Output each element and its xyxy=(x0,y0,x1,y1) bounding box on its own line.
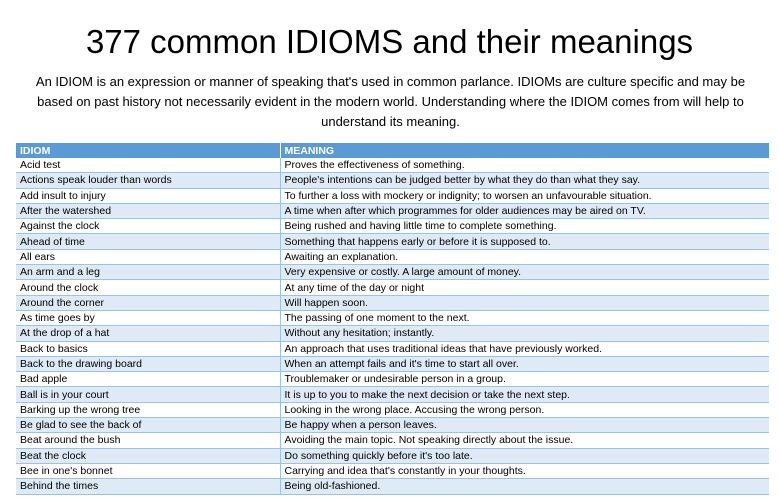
idiom-cell: At the drop of a hat xyxy=(16,325,281,342)
idiom-cell: Beat the clock xyxy=(16,448,281,464)
page-title: 377 common IDIOMS and their meanings xyxy=(85,23,694,60)
table-row: As time goes by The passing of one moment… xyxy=(16,310,769,327)
idiom-cell: Behind the times xyxy=(16,478,281,495)
idiom-cell: After the watershed xyxy=(16,203,281,220)
table-body: Acid test Proves the effectiveness of som… xyxy=(16,158,769,495)
idiom-cell: Bee in one's bonnet xyxy=(16,463,281,480)
table-row: Acid test Proves the effectiveness of som… xyxy=(16,158,769,174)
table-header-row: IDIOM MEANING xyxy=(16,143,770,158)
table-row: Around the corner Will happen soon. xyxy=(16,295,769,311)
idiom-cell: Beat around the bush xyxy=(16,432,281,449)
meaning-cell: Avoiding the main topic. Not speaking di… xyxy=(280,432,769,449)
meaning-cell: Will happen soon. xyxy=(280,295,769,311)
table-row: An arm and a leg Very expensive or costly… xyxy=(16,264,769,281)
table-row: Against the clock Being rushed and having… xyxy=(16,218,769,235)
table-row: Around the clock At any time of the day o… xyxy=(16,279,769,296)
table-row: At the drop of a hat Without any hesitati… xyxy=(16,325,769,342)
table-row: Bee in one's bonnet Carrying and idea tha… xyxy=(16,463,769,480)
idiom-cell: Against the clock xyxy=(16,218,281,235)
meaning-cell: Being old-fashioned. xyxy=(280,478,769,495)
table-row: Ahead of time Something that happens earl… xyxy=(16,233,769,250)
table-row: After the watershed A time when after whi… xyxy=(16,203,769,220)
meaning-cell: Being rushed and having little time to c… xyxy=(280,218,769,235)
meaning-cell: At any time of the day or night xyxy=(280,279,769,296)
idiom-cell: Be glad to see the back of xyxy=(16,417,281,434)
table-row: Bad apple Troublemaker or undesirable per… xyxy=(16,371,769,388)
table-row: Behind the times Being old-fashioned. xyxy=(16,478,769,495)
meaning-cell: People's intentions can be judged better… xyxy=(280,172,769,189)
idiom-cell: Around the clock xyxy=(16,279,281,296)
idiom-cell: As time goes by xyxy=(16,310,281,327)
table-row: Beat the clock Do something quickly befor… xyxy=(16,448,769,464)
meaning-cell: Proves the effectiveness of something. xyxy=(280,158,769,174)
table-row: Ball is in your court It is up to you to … xyxy=(16,386,769,403)
idiom-cell: Ahead of time xyxy=(16,233,281,250)
intro-paragraph: An IDIOM is an expression or manner of s… xyxy=(35,74,746,129)
idiom-cell: Acid test xyxy=(16,158,281,174)
meaning-cell: Troublemaker or undesirable person in a … xyxy=(280,371,769,388)
idiom-cell: Bad apple xyxy=(16,371,281,388)
meaning-cell: Looking in the wrong place. Accusing the… xyxy=(280,402,769,419)
meaning-cell: Do something quickly before it's too lat… xyxy=(280,448,769,464)
table-row: Add insult to injury To further a loss wi… xyxy=(16,188,769,204)
table-row: Back to the drawing board When an attempt… xyxy=(16,356,769,373)
idiom-cell: Back to basics xyxy=(16,341,281,357)
meaning-cell: It is up to you to make the next decisio… xyxy=(280,386,769,403)
idiom-cell: Back to the drawing board xyxy=(16,356,281,373)
meaning-cell: Without any hesitation; instantly. xyxy=(280,325,769,342)
meaning-cell: Something that happens early or before i… xyxy=(280,233,769,250)
idiom-table: IDIOM MEANING Acid test Proves the effect… xyxy=(16,143,770,495)
idiom-cell: An arm and a leg xyxy=(16,264,281,281)
idiom-cell: All ears xyxy=(16,249,281,266)
meaning-cell: A time when after which programmes for o… xyxy=(280,203,769,220)
meaning-cell: Carrying and idea that's constantly in y… xyxy=(280,463,769,480)
meaning-cell: To further a loss with mockery or indign… xyxy=(280,188,769,204)
table-row: Beat around the bush Avoiding the main to… xyxy=(16,432,769,449)
table-row: Actions speak louder than words People's … xyxy=(16,172,769,189)
meaning-cell: The passing of one moment to the next. xyxy=(280,310,769,327)
idiom-cell: Add insult to injury xyxy=(16,188,281,204)
table-row: Be glad to see the back of Be happy when … xyxy=(16,417,769,434)
table-row: Back to basics An approach that uses trad… xyxy=(16,341,769,357)
meaning-cell: Very expensive or costly. A large amount… xyxy=(280,264,769,281)
idiom-cell: Around the corner xyxy=(16,295,281,311)
meaning-cell: Awaiting an explanation. xyxy=(280,249,769,266)
meaning-cell: When an attempt fails and it's time to s… xyxy=(280,356,769,373)
idiom-cell: Ball is in your court xyxy=(16,386,281,403)
table-row: Barking up the wrong tree Looking in the … xyxy=(16,402,769,419)
idiom-cell: Barking up the wrong tree xyxy=(16,402,281,419)
meaning-cell: An approach that uses traditional ideas … xyxy=(280,341,769,357)
meaning-cell: Be happy when a person leaves. xyxy=(280,417,769,434)
header-idiom: IDIOM xyxy=(16,143,281,158)
header-meaning: MEANING xyxy=(280,143,770,158)
idiom-cell: Actions speak louder than words xyxy=(16,172,281,189)
table-row: All ears Awaiting an explanation. xyxy=(16,249,769,266)
